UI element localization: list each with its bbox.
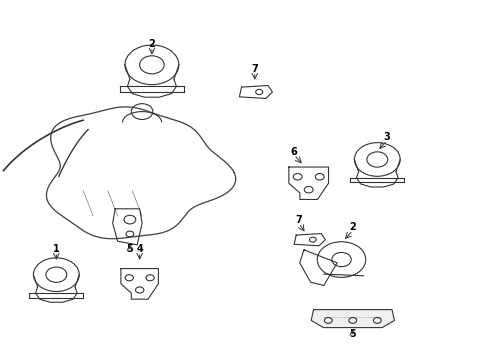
Text: 2: 2 <box>148 39 155 49</box>
Text: 7: 7 <box>251 64 258 74</box>
Text: 1: 1 <box>53 244 60 254</box>
Polygon shape <box>311 310 394 328</box>
Text: 4: 4 <box>136 244 143 254</box>
Text: 5: 5 <box>349 329 356 339</box>
Text: 3: 3 <box>384 132 391 143</box>
Text: 7: 7 <box>295 215 302 225</box>
Text: 6: 6 <box>291 147 297 157</box>
Text: 2: 2 <box>349 222 356 233</box>
Text: 5: 5 <box>126 244 133 254</box>
